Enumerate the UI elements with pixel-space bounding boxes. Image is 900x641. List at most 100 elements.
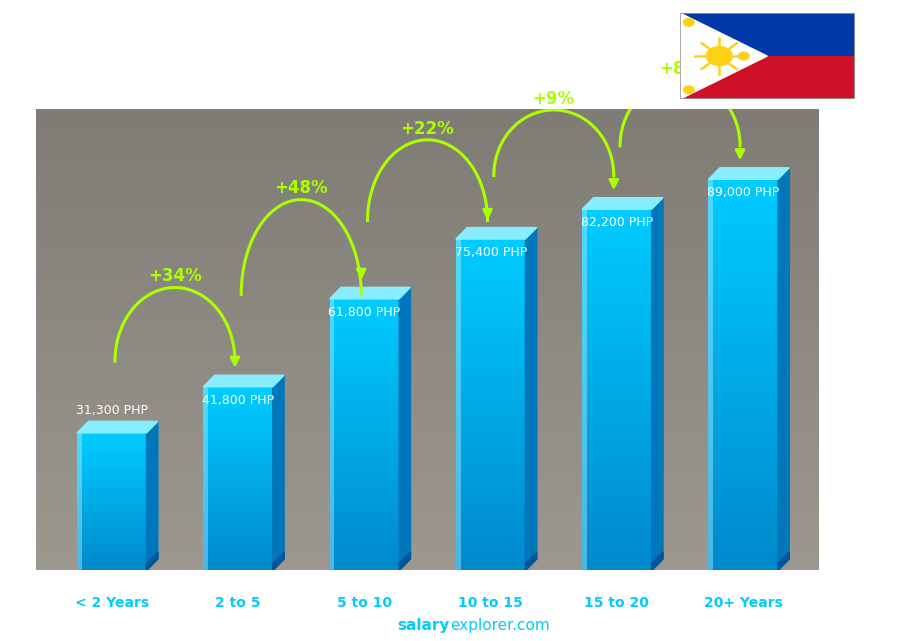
Bar [329,399,399,403]
Bar [329,516,399,520]
Bar [329,553,399,557]
Bar [77,545,147,547]
Bar [708,531,778,538]
Bar [456,410,526,416]
Bar [582,450,652,456]
Bar [456,404,526,410]
Bar [708,322,778,329]
Bar [77,552,147,554]
Bar [203,543,273,546]
Circle shape [684,19,694,26]
Bar [582,209,587,570]
Bar [77,476,147,479]
Bar [582,480,652,486]
Bar [582,426,652,432]
Bar [77,566,147,568]
Bar [36,392,819,397]
Bar [456,349,526,355]
Polygon shape [708,168,789,179]
Bar [36,513,819,519]
Bar [708,205,778,212]
Bar [456,449,526,454]
Text: +9%: +9% [533,90,575,108]
Bar [77,531,147,534]
Bar [456,537,526,543]
Bar [708,472,778,479]
Bar [203,412,273,414]
Bar [203,451,273,454]
Bar [329,367,399,371]
Bar [203,503,273,506]
Bar [329,376,399,380]
Bar [708,290,778,297]
Bar [329,566,399,570]
Bar [203,396,273,399]
Bar [77,563,147,566]
Bar [77,495,147,497]
Bar [456,565,526,570]
Bar [582,336,652,342]
Bar [708,499,778,505]
Bar [36,553,819,559]
Bar [708,179,714,570]
Bar [77,449,147,451]
Bar [77,442,147,444]
Bar [708,544,778,551]
Bar [582,456,652,462]
Bar [77,460,147,463]
Bar [456,333,526,338]
Bar [329,467,399,471]
Bar [77,488,147,490]
Bar [582,276,652,281]
Bar [582,257,652,263]
Bar [203,460,273,463]
Bar [456,300,526,305]
Bar [329,299,399,303]
Polygon shape [399,552,410,570]
Circle shape [706,47,733,65]
Polygon shape [456,228,536,239]
Bar [203,393,273,396]
Bar [203,564,273,567]
Bar [708,388,778,394]
Bar [203,555,273,558]
Bar [77,490,147,492]
Bar [203,488,273,491]
Bar [456,245,526,250]
Bar [582,510,652,516]
Bar [708,231,778,238]
Bar [36,547,819,553]
Bar [77,465,147,467]
Bar [36,230,819,236]
Bar [203,439,273,442]
Bar [708,408,778,414]
Bar [456,383,526,388]
Bar [77,520,147,522]
Bar [36,126,819,132]
Bar [36,420,819,426]
Bar [203,500,273,503]
Bar [456,444,526,449]
Bar [582,246,652,251]
Bar [708,551,778,558]
Bar [582,221,652,228]
Bar [36,207,819,213]
Bar [708,381,778,388]
Bar [77,562,147,563]
Bar [456,554,526,560]
Bar [36,472,819,478]
Bar [708,186,778,192]
Bar [203,546,273,549]
Bar [329,394,399,399]
Bar [77,534,147,536]
Bar [36,380,819,386]
Bar [36,276,819,282]
Bar [36,265,819,271]
Bar [77,527,147,529]
Bar [203,387,273,390]
Text: +34%: +34% [148,267,202,285]
Bar [708,558,778,564]
Bar [36,363,819,369]
Bar [582,354,652,360]
Text: +8%: +8% [659,60,701,78]
